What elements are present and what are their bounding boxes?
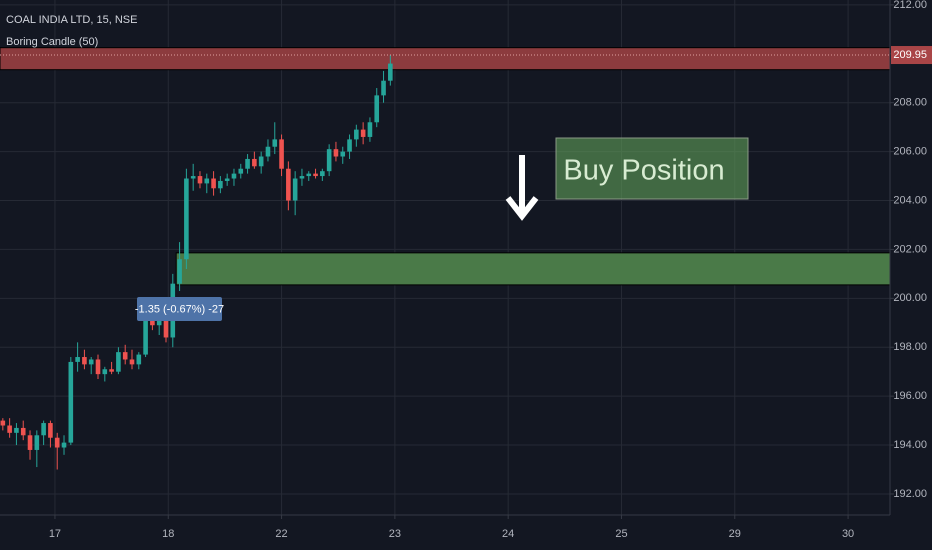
zone (175, 252, 891, 286)
x-tick-label: 17 (49, 528, 61, 540)
down-arrow (505, 155, 539, 221)
candle-body (224, 178, 230, 181)
candle-body (34, 435, 40, 450)
candle-body (0, 420, 6, 426)
y-tick-label: 198.00 (893, 341, 927, 353)
tooltip-text: -1.35 (-0.67%) -27 (135, 303, 224, 315)
y-tick-label: 200.00 (893, 292, 927, 304)
y-tick-label: 196.00 (893, 390, 927, 402)
candle-body (163, 317, 169, 338)
candle-body (231, 173, 237, 179)
y-tick-label: 194.00 (893, 439, 927, 451)
y-tick-label: 208.00 (893, 97, 927, 109)
candle-body (340, 151, 346, 157)
candle-body (306, 173, 312, 177)
candle-body (48, 423, 53, 438)
y-tick-label: 192.00 (893, 488, 927, 500)
x-tick-label: 18 (162, 528, 174, 540)
candle-body (54, 437, 60, 448)
candle-body (190, 176, 196, 179)
zones (0, 47, 891, 286)
buy-box-label: Buy Position (563, 155, 724, 187)
candle-body (177, 259, 182, 284)
last-price-box (891, 46, 932, 65)
candle-body (299, 176, 305, 179)
candle-body (354, 129, 359, 140)
last-price-label: 209.95 (893, 49, 927, 61)
buy-box (555, 137, 749, 200)
candle-body (109, 369, 114, 372)
candle-body (360, 129, 366, 137)
candle-body (150, 320, 155, 326)
zone (0, 47, 891, 71)
candle-body (258, 156, 264, 167)
candles (0, 55, 393, 470)
candle-body (320, 171, 325, 177)
candle-body (116, 352, 121, 372)
tooltip-box (137, 297, 222, 321)
candle-body (122, 352, 128, 360)
candle-body (129, 359, 135, 365)
candle-body (184, 178, 189, 260)
candle-body (136, 354, 142, 365)
candle-body (347, 139, 352, 152)
candle-body (20, 427, 26, 436)
candle-body (388, 63, 393, 81)
candle-body (61, 442, 67, 448)
candle-body (272, 139, 278, 147)
candle-body (204, 178, 210, 184)
candle-body (7, 425, 12, 433)
candle-body (75, 357, 80, 362)
candle-body (252, 158, 257, 167)
candle-body (14, 427, 19, 433)
candle-body (279, 139, 284, 169)
candle-body (82, 357, 87, 365)
y-tick-label: 204.00 (893, 194, 927, 206)
candle-body (238, 168, 244, 174)
candle-body (333, 149, 339, 157)
y-tick-label: 212.00 (893, 0, 927, 11)
x-tick-label: 24 (502, 528, 514, 540)
candle-body (211, 178, 216, 189)
candle-body (313, 173, 318, 177)
candle-body (41, 423, 46, 436)
candle-body (102, 369, 108, 375)
candle-body (292, 178, 298, 201)
candle-body (381, 80, 386, 96)
candle-body (367, 122, 373, 137)
x-tick-label: 25 (615, 528, 627, 540)
y-tick-label: 206.00 (893, 146, 927, 158)
candle-body (218, 180, 223, 189)
x-tick-label: 23 (389, 528, 401, 540)
candle-body (156, 317, 162, 326)
candle-body (326, 149, 332, 172)
x-tick-label: 22 (275, 528, 287, 540)
candle-body (374, 95, 380, 123)
y-tick-label: 202.00 (893, 243, 927, 255)
candle-body (95, 359, 101, 375)
candle-body (143, 320, 148, 355)
candle-body (27, 435, 33, 450)
x-tick-label: 29 (729, 528, 741, 540)
indicator-label: Boring Candle (50) (6, 36, 98, 48)
candle-body (286, 168, 291, 201)
candle-body (88, 359, 94, 365)
candle-body (68, 361, 74, 443)
candle-body (197, 176, 203, 184)
chart-title: COAL INDIA LTD, 15, NSE (6, 14, 137, 26)
x-tick-label: 30 (842, 528, 854, 540)
candle-body (265, 146, 271, 157)
candle-body (245, 158, 250, 169)
